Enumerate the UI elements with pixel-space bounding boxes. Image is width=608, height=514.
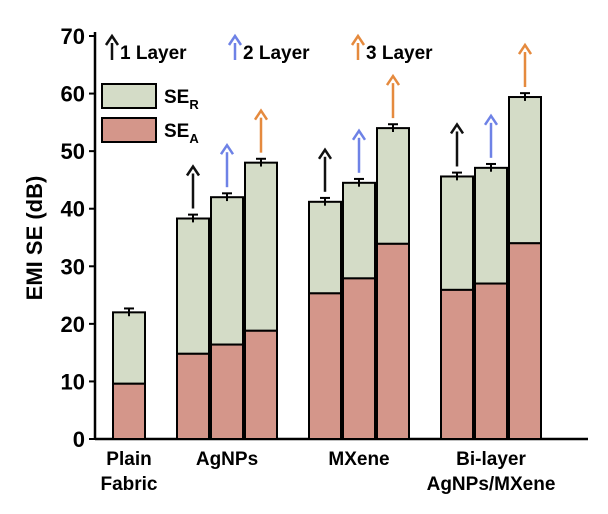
layer-arrow-icon-head [351,128,367,141]
group-label: MXene [328,449,389,470]
legend-arrow-label: 2 Layer [243,43,310,64]
bar-se-r [210,196,244,346]
bar-se-a [342,277,376,440]
legend-arrow-icon-head [350,33,366,46]
bar-se-r [176,217,210,355]
bar-se-r [440,175,474,291]
bar-se-a [474,282,508,440]
legend-swatch [101,83,157,109]
bar-se-a [176,352,210,440]
bar-se-a [440,288,474,441]
bar-se-r [376,127,410,245]
layer-arrow-icon [483,113,499,158]
bar-se-r [308,200,342,295]
layer-arrow-icon-head [483,113,499,126]
bar-se-a [376,242,410,440]
y-axis-label: EMI SE (dB) [22,176,47,301]
layer-arrow-icon [351,128,367,173]
bar-se-r [474,166,508,285]
legend-arrow-icon [227,33,243,60]
bar-se-a [508,242,542,440]
y-tick-label: 40 [61,197,85,222]
layer-arrow-icon [317,147,333,192]
group-label: AgNPs [196,449,258,470]
bar-se-a [112,382,146,440]
bar-se-r [244,161,278,332]
y-tick-label: 0 [73,427,85,452]
layer-arrow-icon-head [185,164,201,177]
legend-arrow-icon [104,33,120,60]
legend-arrow-label: 3 Layer [366,43,433,64]
plot-area: 0 10 20 30 40 50 60 70 Plain Fabric AgNPs MXene Bi-l… [61,24,588,495]
layer-arrow-icon-head [253,108,269,121]
y-tick-label: 30 [61,254,85,279]
layer-arrow-icon-head [449,122,465,135]
legend-swatch [101,117,157,143]
layer-arrow-icon [185,164,201,209]
y-tick-label: 20 [61,312,85,337]
legend-arrow-icon [350,33,366,60]
legend-series-label: SER [164,87,199,112]
group-label: Bi-layer [456,449,526,470]
bar-se-a [210,343,244,440]
legend-series-label: SEA [164,121,199,146]
bar-se-a [308,292,342,441]
y-tick-label: 60 [61,82,85,107]
layer-arrow-icon [253,108,269,153]
layer-arrow-icon-head [385,73,401,86]
group-label: Fabric [100,474,157,495]
bar-se-r [508,96,542,245]
group-label: AgNPs/MXene [427,474,556,495]
y-tick-label: 50 [61,139,85,164]
legend-arrow-label: 1 Layer [120,43,187,64]
layer-arrow-icon [449,122,465,167]
bar-se-r [342,181,376,280]
group-label: Plain [106,449,151,470]
legend-arrow-icon-head [227,33,243,46]
legend-arrow-icon-head [104,33,120,46]
layer-arrow-icon [385,73,401,119]
bar-se-r [112,311,146,385]
layer-arrow-icon-head [317,147,333,160]
y-tick-label: 70 [61,24,85,49]
y-tick-label: 10 [61,369,85,394]
bar-se-a [244,329,278,440]
layer-arrow-icon [219,142,235,188]
layer-arrow-icon-head [517,42,533,55]
layer-arrow-icon [517,42,533,88]
layer-arrow-icon-head [219,142,235,155]
